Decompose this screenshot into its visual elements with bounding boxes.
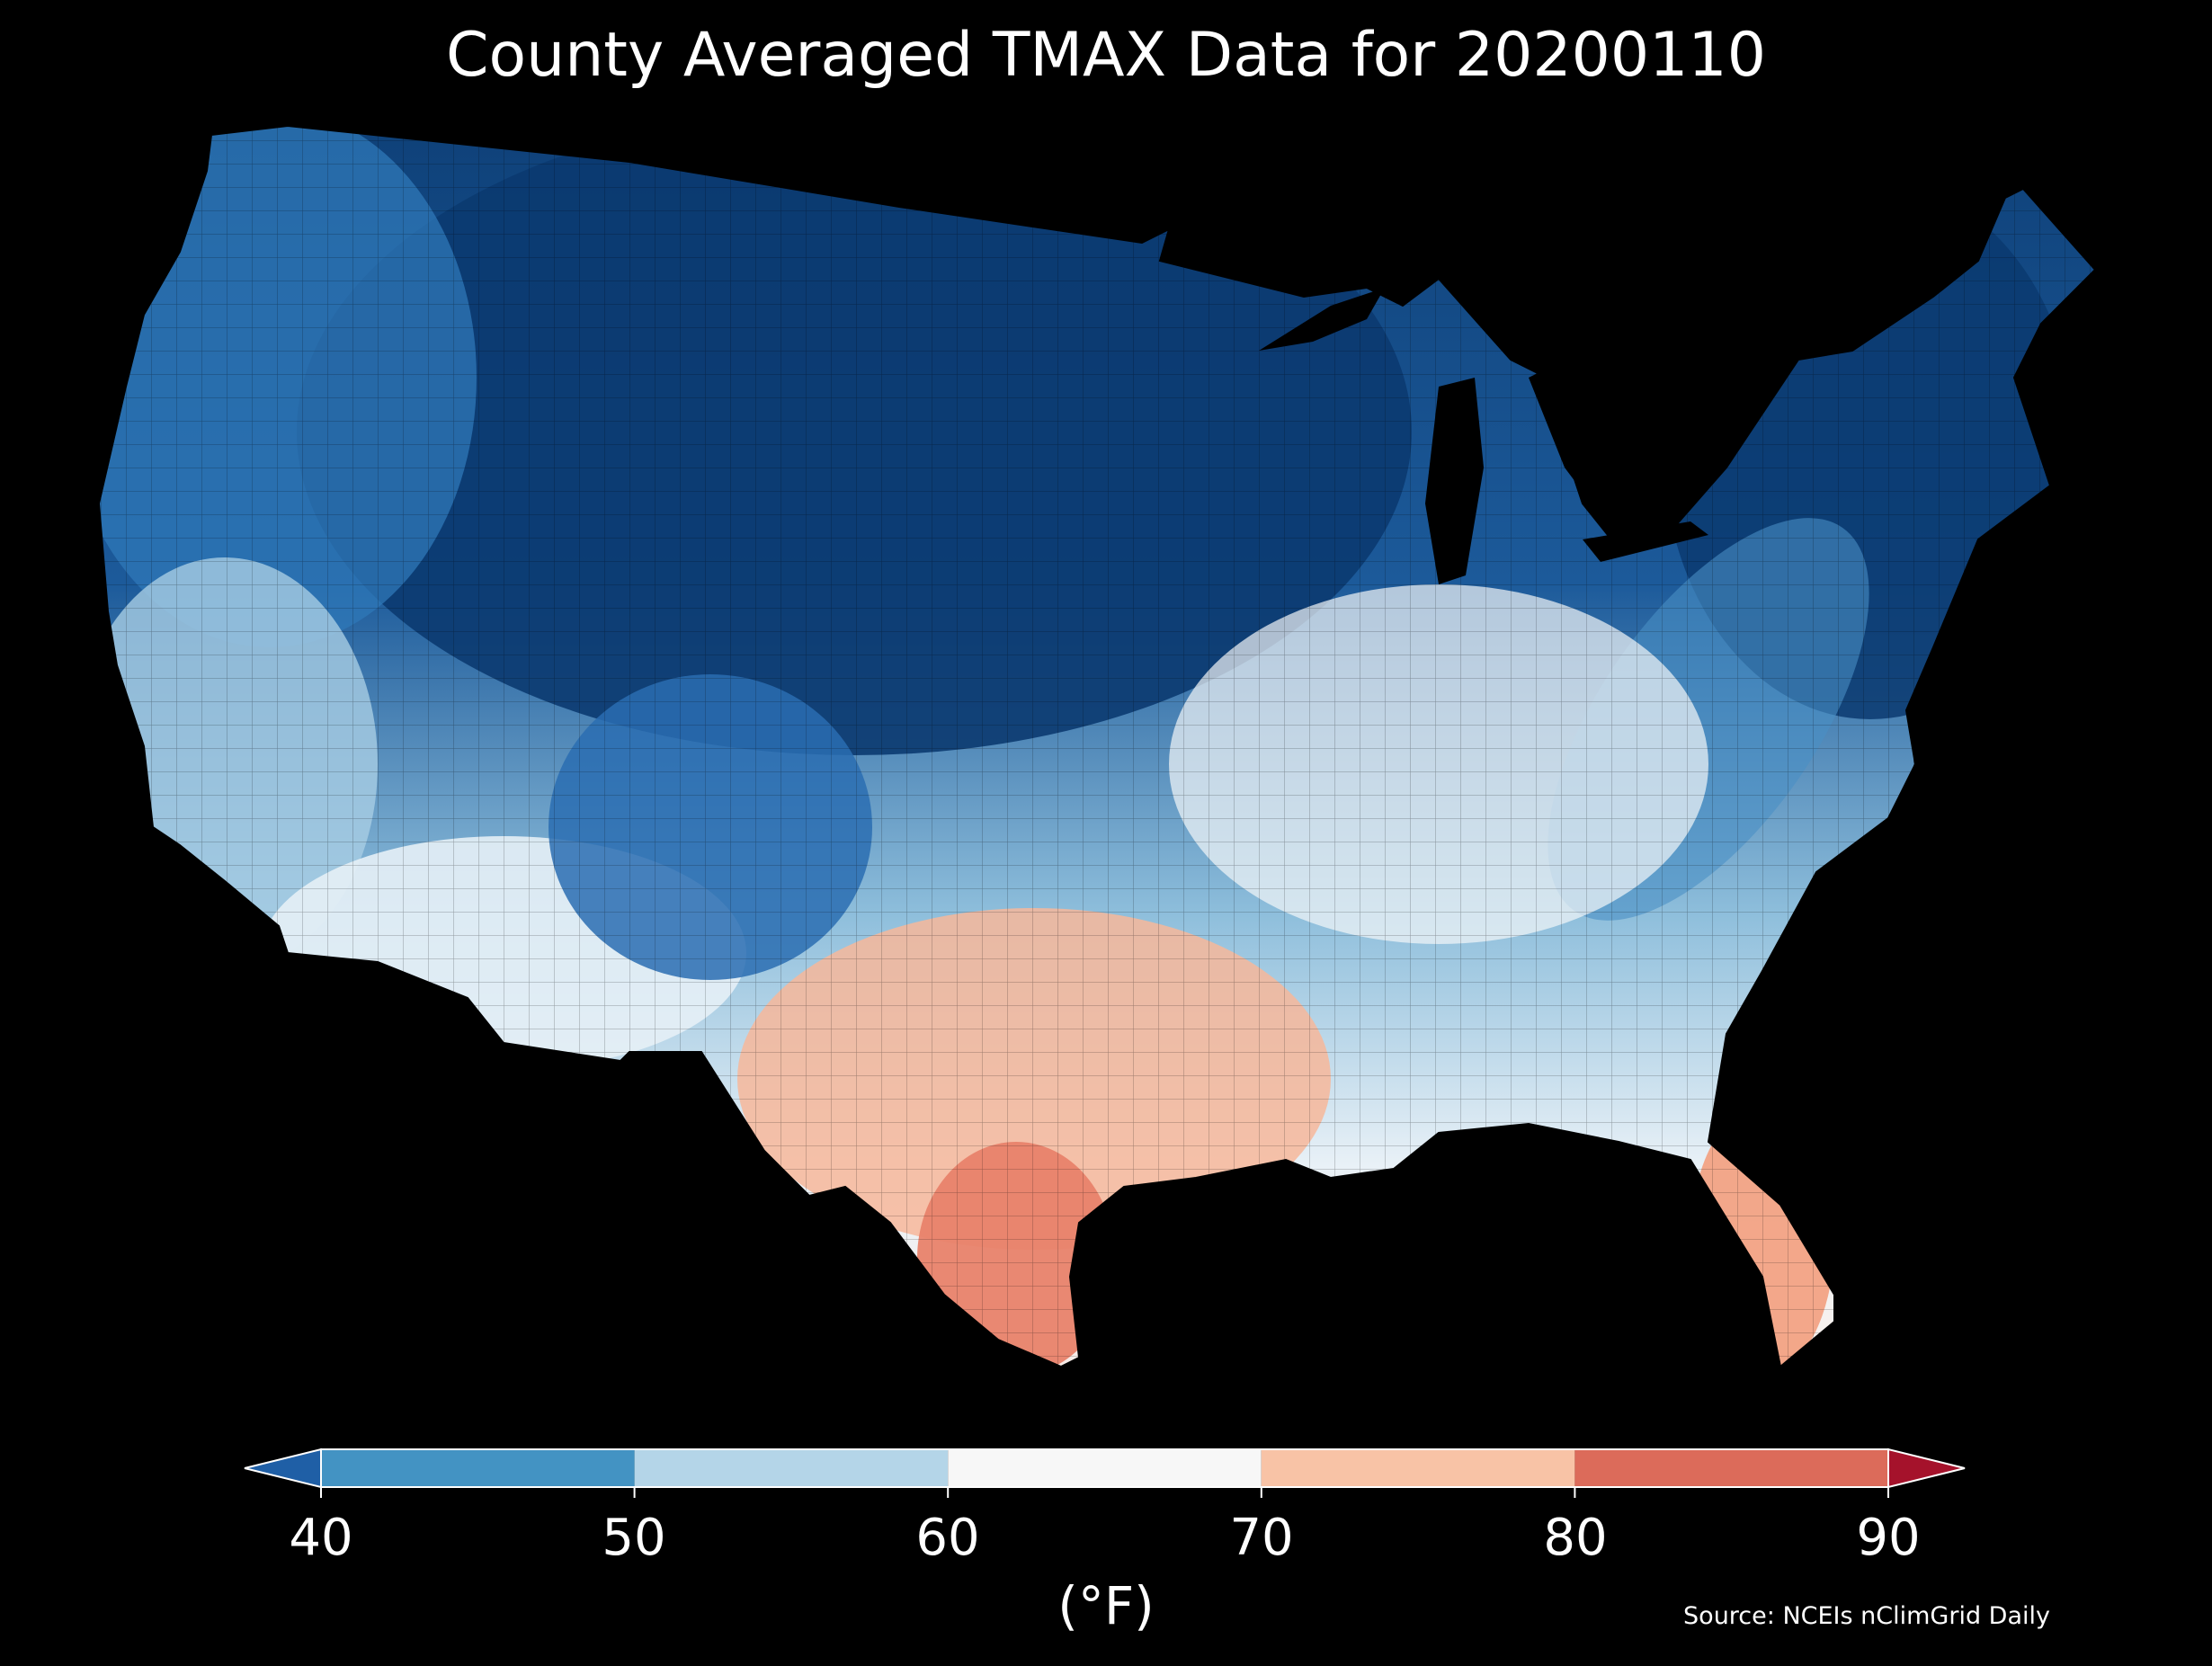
colorbar-tick-90: 90 bbox=[1856, 1509, 1921, 1567]
lake-huron bbox=[1529, 360, 1610, 503]
colorbar-bin-80-90 bbox=[1574, 1449, 1888, 1487]
colorbar-bin-40-50 bbox=[321, 1449, 635, 1487]
colorbar-tick-70: 70 bbox=[1229, 1509, 1294, 1567]
lake-erie bbox=[1583, 521, 1708, 562]
map-title: County Averaged TMAX Data for 20200110 bbox=[446, 20, 1766, 91]
colorbar-bin-70-80 bbox=[1261, 1449, 1575, 1487]
lake-superior bbox=[1259, 288, 1385, 351]
colorbar-bin-50-60 bbox=[634, 1449, 949, 1487]
lake-michigan bbox=[1425, 378, 1484, 584]
colorbar-tick-40: 40 bbox=[289, 1509, 353, 1567]
colorbar-tick-80: 80 bbox=[1543, 1509, 1608, 1567]
colorbar-extend-under bbox=[244, 1448, 322, 1489]
colorbar-tick-60: 60 bbox=[915, 1509, 980, 1567]
colorbar-frame bbox=[320, 1448, 1889, 1488]
colorbar-tick-50: 50 bbox=[602, 1509, 666, 1567]
colorbar-extend-over bbox=[1887, 1448, 1966, 1489]
source-credit: Source: NCEIs nClimGrid Daily bbox=[1683, 1602, 2050, 1630]
colorbar-bin-60-70 bbox=[948, 1449, 1262, 1487]
colorbar-unit-label: (°F) bbox=[1057, 1575, 1155, 1636]
